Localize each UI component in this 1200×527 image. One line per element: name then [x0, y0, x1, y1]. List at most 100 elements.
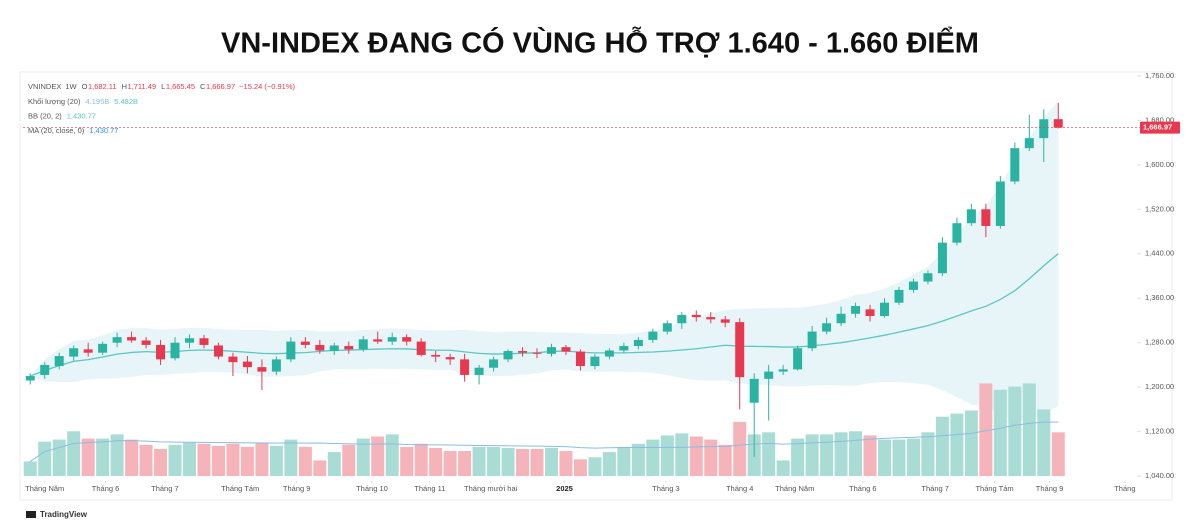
candle-body [807, 331, 817, 349]
source: TradingView [40, 510, 88, 519]
indicator-line: MA (20, close, 0) 1,430.77 [28, 126, 118, 135]
volume-bar [429, 447, 443, 476]
candle-body [329, 345, 339, 352]
volume-bar [487, 446, 501, 476]
candle-body [851, 306, 861, 314]
last-price-label: 1,666.97 [1143, 123, 1172, 132]
x-tick-label: Tháng Tám [221, 484, 259, 493]
x-tick-label: Tháng Tám [975, 484, 1013, 493]
candle-body [966, 209, 976, 224]
candle-body [894, 289, 904, 303]
volume-bar [400, 446, 414, 476]
candle-body [952, 223, 962, 243]
x-tick-label: Tháng mười hai [464, 484, 518, 493]
volume-bar [516, 448, 530, 476]
volume-bar [96, 438, 110, 476]
volume-bar [327, 452, 341, 476]
status-symbol: VNINDEX [28, 82, 61, 91]
candle-body [575, 351, 585, 367]
last-price-tag [1140, 121, 1180, 134]
volume-bar [458, 451, 472, 476]
candle-body [474, 367, 484, 375]
volume-bar [197, 443, 211, 476]
x-tick-label: Tháng 7 [151, 484, 179, 493]
status-change: −15.24 (−0.91%) [239, 82, 295, 91]
y-tick-label: 1,600.00 [1145, 160, 1174, 169]
volume-bar [1037, 409, 1051, 476]
volume-bar [776, 460, 790, 476]
volume-bar [704, 439, 718, 476]
volume-bar [298, 446, 312, 476]
y-tick-label: 1,120.00 [1145, 427, 1174, 436]
candle-body [720, 319, 730, 323]
x-tick-label: Tháng 9 [1036, 484, 1064, 493]
volume-bar [935, 416, 949, 476]
x-tick-label: 2025 [556, 484, 573, 493]
candle-body [836, 313, 846, 324]
volume-bar [675, 433, 689, 476]
x-tick-label: Tháng 7 [921, 484, 949, 493]
y-tick-label: 1,760.00 [1145, 71, 1174, 80]
candle-body [358, 339, 368, 350]
y-tick-label: 1,280.00 [1145, 338, 1174, 347]
candle-body [416, 341, 426, 355]
y-tick-label: 1,520.00 [1145, 204, 1174, 213]
volume-bar [559, 451, 573, 476]
indicator-name: BB (20, 2) [28, 111, 62, 120]
status-low: 1,665.45 [166, 82, 195, 91]
volume-bar [52, 439, 66, 476]
logo [26, 511, 36, 518]
indicator-value: 1,430.77 [67, 111, 96, 120]
volume-bar [23, 461, 37, 476]
volume-bar [733, 421, 747, 476]
candle-body [590, 356, 600, 367]
volume-bar [805, 434, 819, 476]
candle-body [865, 309, 875, 317]
candle-body [170, 342, 180, 359]
volume-bar [993, 389, 1007, 476]
volume-bar [501, 447, 515, 476]
y-tick-label: 1,360.00 [1145, 293, 1174, 302]
volume-bar [284, 439, 298, 476]
candle-body [373, 339, 383, 342]
candle-body [344, 346, 354, 350]
volume-bar [139, 444, 153, 476]
volume-bar [762, 432, 776, 476]
indicator-line: BB (20, 2) 1,430.77 [28, 111, 96, 120]
y-tick-label: 1,040.00 [1145, 471, 1174, 480]
volume-bar [530, 448, 544, 476]
indicator-name: MA (20, close, 0) [28, 126, 85, 135]
volume-bar [443, 451, 457, 476]
volume-bar [1022, 383, 1036, 476]
candle-body [604, 350, 614, 357]
indicator-name: Khối lượng (20) [28, 97, 81, 106]
candle-body [25, 376, 35, 381]
volume-bar [356, 438, 370, 476]
candle-body [1053, 119, 1063, 128]
volume-bar [631, 443, 645, 476]
indicator-value: 5.482B [114, 97, 138, 106]
candle-body [1010, 148, 1020, 182]
status-line: VNINDEX 1W O1,682.11 H1,711.49 L1,665.45 C1,6… [28, 82, 296, 91]
volume-bar [892, 439, 906, 476]
ma-line [30, 253, 1059, 377]
candle-body [271, 359, 281, 372]
indicator-value: 1,430.77 [89, 126, 118, 135]
volume-bar [617, 446, 631, 476]
x-tick-label: Tháng 9 [283, 484, 311, 493]
candle-body [735, 322, 745, 378]
x-tick-label: Tháng 4 [726, 484, 754, 493]
volume-bar [154, 448, 168, 476]
volume-bar [110, 434, 124, 476]
chart-title: VN-INDEX ĐANG CÓ VÙNG HỖ TRỢ 1.640 - 1.6… [221, 26, 979, 60]
volume-bar [718, 444, 732, 476]
candle-body [1024, 138, 1034, 149]
volume-bar [660, 435, 674, 476]
candle-body [793, 348, 803, 370]
candle-body [489, 359, 499, 368]
candle-body [300, 341, 310, 345]
candle-body [69, 348, 79, 357]
volume-bar [602, 452, 616, 476]
